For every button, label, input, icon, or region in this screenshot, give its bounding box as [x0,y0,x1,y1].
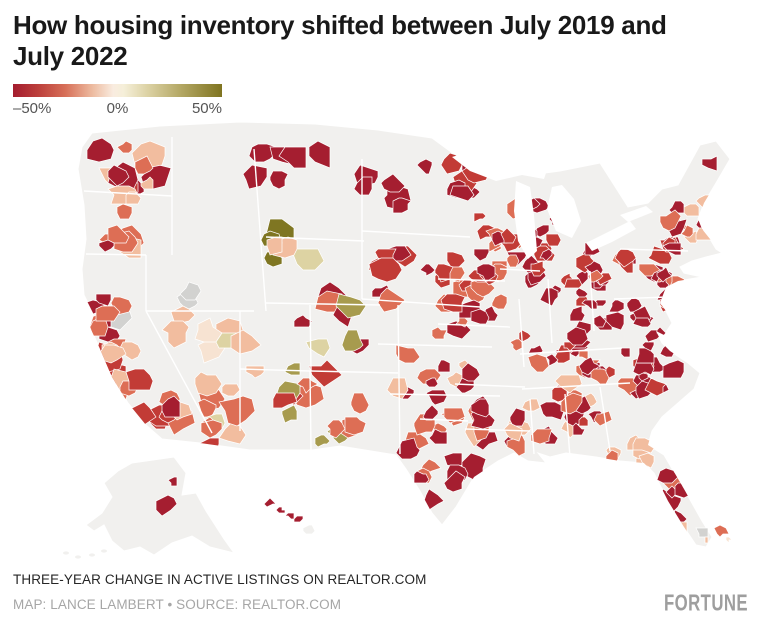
legend-gradient-bar [13,84,222,97]
legend-max-label: 50% [191,100,222,117]
page-title: How housing inventory shifted between Ju… [13,10,743,72]
fortune-logo: FORTUNE [664,590,748,617]
title-line-1: How housing inventory shifted between Ju… [13,10,667,40]
puerto-rico-inset [695,524,733,544]
legend-min-label: –50% [13,100,52,117]
legend-mid-label: 0% [106,100,129,117]
legend-labels: –50% 0% 50% [13,100,222,118]
color-scale-legend: –50% 0% 50% [13,84,222,118]
chart-note: THREE-YEAR CHANGE IN ACTIVE LISTINGS ON … [13,572,427,587]
title-line-2: July 2022 [13,41,128,71]
alaska-inset [63,456,236,559]
hawaii-inset [263,497,316,535]
us-county-choropleth-map[interactable] [0,111,758,567]
map-credit: MAP: LANCE LAMBERT • SOURCE: REALTOR.COM [13,597,342,612]
